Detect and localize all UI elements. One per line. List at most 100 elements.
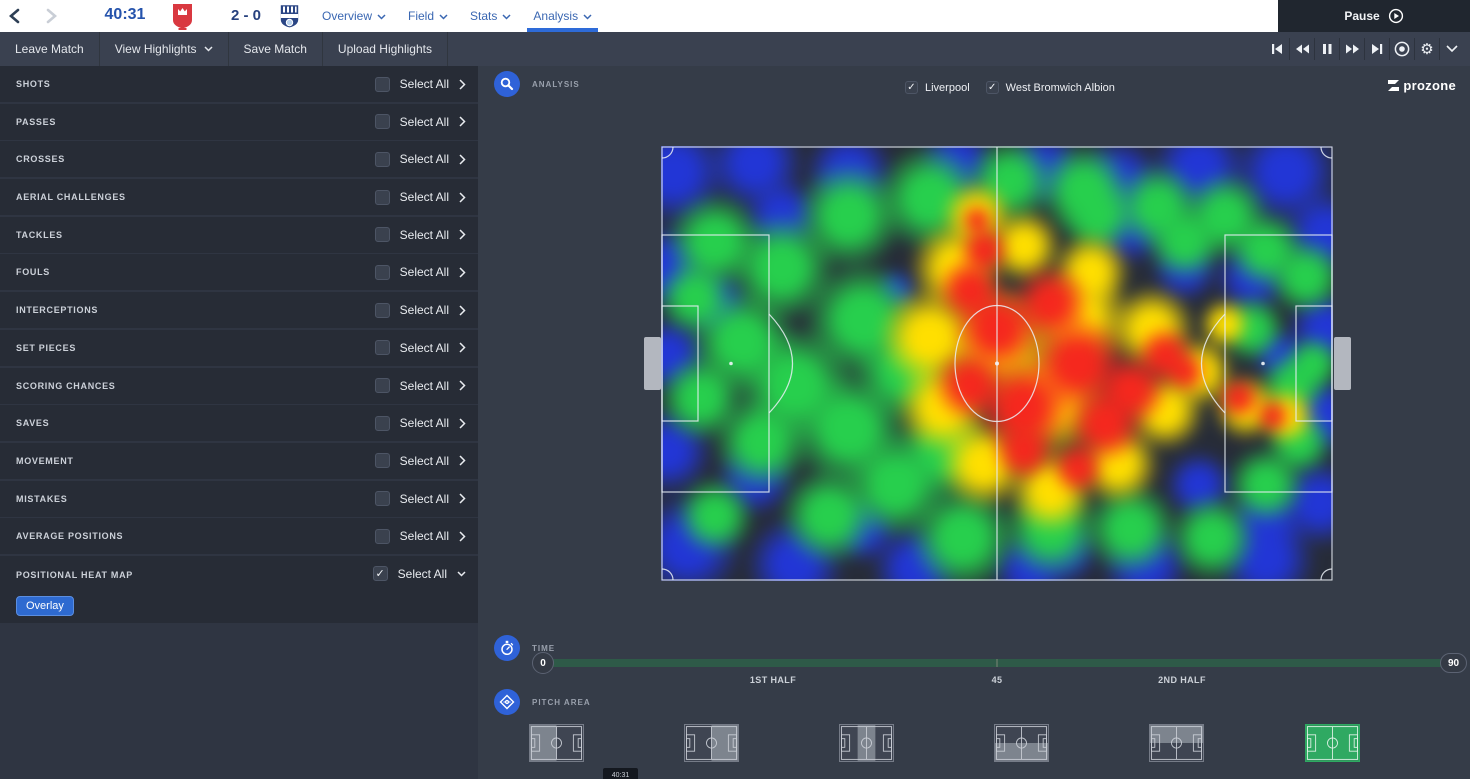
chevron-right-icon	[459, 267, 466, 278]
select-all-label: Select All	[399, 491, 449, 506]
select-all-checkbox[interactable]	[374, 76, 390, 92]
select-all-checkbox[interactable]	[374, 491, 390, 507]
forward-icon[interactable]	[42, 7, 60, 25]
play-circle-icon	[1388, 8, 1403, 24]
sidebar-row-saves[interactable]: SAVES Select All	[0, 405, 478, 442]
pitch-area-option-full-pitch[interactable]	[1305, 724, 1360, 762]
category-label: TACKLES	[16, 229, 63, 240]
primary-nav: Overview Field Stats Analysis	[322, 0, 598, 32]
heatmap-pitch	[661, 146, 1333, 581]
team-filter-west-bromwich-albion[interactable]: ✓ West Bromwich Albion	[985, 81, 1115, 94]
nav-overview[interactable]: Overview	[322, 0, 386, 32]
toolbar-tab-leave-match[interactable]: Leave Match	[0, 32, 100, 66]
heat-blob	[1049, 439, 1106, 496]
half-time-tick	[996, 659, 998, 667]
select-all-checkbox[interactable]	[374, 453, 390, 469]
pitch-area-option-middle-third[interactable]	[839, 724, 894, 762]
sidebar-row-mistakes[interactable]: MISTAKES Select All	[0, 480, 478, 517]
chevron-right-icon	[459, 305, 466, 316]
select-all-label: Select All	[399, 378, 449, 393]
sidebar-row-tackles[interactable]: TACKLES Select All	[0, 216, 478, 253]
sidebar-row-shots[interactable]: SHOTS Select All	[0, 66, 478, 102]
nav-stats[interactable]: Stats	[470, 0, 511, 32]
sidebar-row-passes[interactable]: PASSES Select All	[0, 103, 478, 140]
nav-field[interactable]: Field	[408, 0, 448, 32]
select-all-checkbox[interactable]	[374, 340, 390, 356]
select-all-checkbox[interactable]	[374, 302, 390, 318]
pitch-area-option-bottom-half[interactable]	[994, 724, 1049, 762]
pitch-area-option-right-half[interactable]	[684, 724, 739, 762]
sidebar-row-movement[interactable]: MOVEMENT Select All	[0, 442, 478, 479]
collapse-icon[interactable]	[1439, 38, 1464, 60]
chevron-down-icon	[377, 14, 386, 20]
record-icon[interactable]	[1389, 38, 1414, 60]
sidebar-row-scoring-chances[interactable]: SCORING CHANCES Select All	[0, 367, 478, 404]
pitch-area-options	[0, 724, 1470, 762]
select-all-checkbox[interactable]	[374, 528, 390, 544]
team-checkbox[interactable]: ✓	[985, 81, 999, 94]
heat-blob	[1163, 350, 1208, 395]
chevron-down-icon	[502, 14, 511, 20]
team-checkbox[interactable]: ✓	[905, 81, 918, 94]
overlay-button[interactable]: Overlay	[16, 595, 74, 616]
skip-start-icon[interactable]	[1264, 38, 1289, 60]
time-slider-start-handle[interactable]: 0	[532, 652, 554, 674]
sidebar-row-fouls[interactable]: FOULS Select All	[0, 254, 478, 291]
time-label: TIME	[532, 644, 556, 653]
sidebar-row-average-positions[interactable]: AVERAGE POSITIONS Select All	[0, 518, 478, 555]
select-all-checkbox[interactable]	[374, 151, 390, 167]
select-all-checkbox[interactable]	[374, 227, 390, 243]
select-all-checkbox[interactable]	[374, 378, 390, 393]
time-icon	[494, 635, 520, 661]
nav-analysis[interactable]: Analysis	[527, 0, 598, 32]
prozone-mark-icon	[1388, 80, 1400, 91]
toolbar-tab-upload-highlights[interactable]: Upload Highlights	[323, 32, 448, 66]
pause-icon[interactable]	[1314, 38, 1339, 60]
chevron-down-icon	[457, 571, 466, 577]
heat-blob	[1010, 262, 1091, 343]
sidebar-row-crosses[interactable]: CROSSES Select All	[0, 141, 478, 178]
category-label: SET PIECES	[16, 342, 77, 353]
chevron-right-icon	[459, 78, 466, 90]
select-all-label: Select All	[399, 77, 449, 91]
select-all-label: Select All	[399, 152, 449, 167]
toolbar-tab-view-highlights[interactable]: View Highlights	[100, 32, 229, 66]
pitch-area-icon	[494, 689, 520, 715]
heat-blob	[711, 391, 812, 492]
time-marker-2nd-half: 2ND HALF	[1158, 675, 1206, 685]
category-label: SAVES	[16, 418, 50, 429]
select-all-checkbox[interactable]	[374, 189, 390, 205]
time-slider-end-handle[interactable]: 90	[1440, 653, 1467, 673]
heatmap-layer	[661, 146, 1333, 581]
rewind-icon[interactable]	[1289, 38, 1314, 60]
category-label: CROSSES	[16, 154, 65, 165]
select-all-checkbox[interactable]	[374, 415, 390, 431]
category-label: FOULS	[16, 267, 50, 278]
select-all-label: Select All	[399, 529, 449, 544]
fast-forward-icon[interactable]	[1339, 38, 1364, 60]
chevron-right-icon	[459, 154, 466, 165]
toolbar-tab-save-match[interactable]: Save Match	[229, 32, 323, 66]
team-filter-liverpool[interactable]: ✓ Liverpool	[905, 81, 970, 94]
toolbar-tab-label: Save Match	[243, 42, 307, 56]
pause-button[interactable]: Pause	[1278, 0, 1470, 32]
sidebar-row-interceptions[interactable]: INTERCEPTIONS Select All	[0, 292, 478, 329]
select-all-checkbox[interactable]: ✓	[372, 566, 388, 582]
pitch-area-option-top-half[interactable]	[1149, 724, 1204, 762]
chevron-right-icon	[459, 531, 466, 542]
select-all-checkbox[interactable]	[374, 114, 390, 130]
pitch-area-option-left-half[interactable]	[529, 724, 584, 762]
sidebar-row-positional-heat-map[interactable]: POSITIONAL HEAT MAP ✓ Select All Overlay	[0, 555, 478, 623]
score: 2 - 0	[230, 7, 261, 24]
chevron-right-icon	[459, 455, 466, 466]
prozone-logo: prozone	[1387, 78, 1456, 93]
select-all-label: Select All	[399, 303, 449, 318]
sidebar-row-set-pieces[interactable]: SET PIECES Select All	[0, 329, 478, 366]
sidebar-row-aerial-challenges[interactable]: AERIAL CHALLENGES Select All	[0, 179, 478, 216]
heat-blob	[991, 418, 1056, 483]
select-all-checkbox[interactable]	[374, 264, 390, 280]
back-icon[interactable]	[6, 7, 24, 25]
skip-end-icon[interactable]	[1364, 38, 1389, 60]
time-slider-track[interactable]	[543, 659, 1460, 667]
settings-icon[interactable]: ⚙	[1414, 38, 1439, 60]
